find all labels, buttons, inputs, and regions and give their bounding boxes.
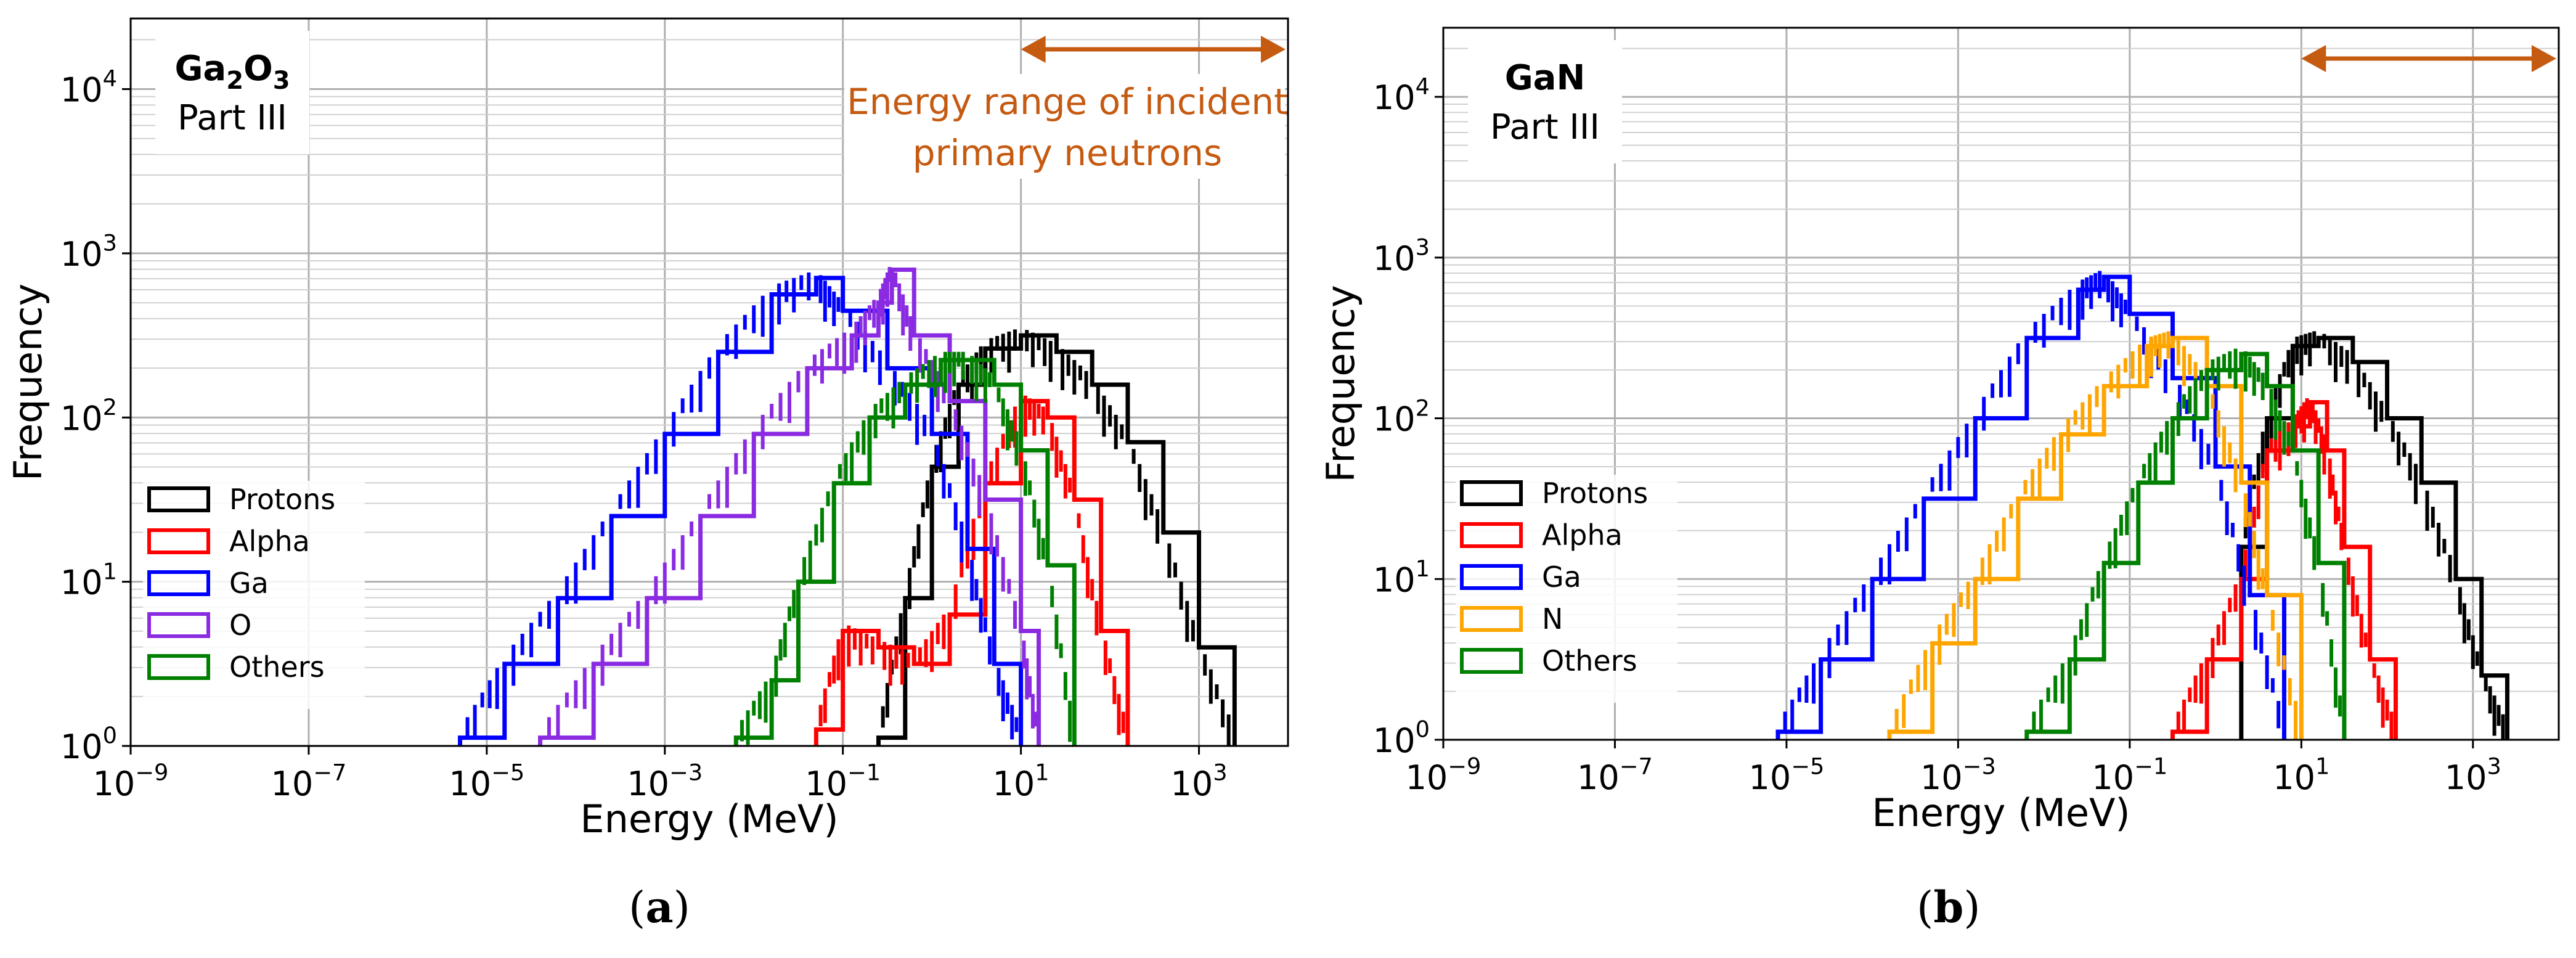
series-line-o: [538, 268, 1041, 746]
series-line-n: [1887, 335, 2304, 740]
legend-swatch-ga: [1460, 564, 1523, 590]
panel-subtitle: Part III: [177, 98, 287, 138]
legend-swatch-protons: [1460, 480, 1523, 506]
y-tick-label: 103: [1373, 234, 1430, 278]
y-tick-label: 102: [60, 394, 117, 438]
legend-label-alpha: Alpha: [229, 525, 310, 558]
x-tick-label: 103: [2445, 753, 2501, 797]
legend-label-ga: Ga: [229, 567, 269, 600]
y-axis-label: Frequency: [1318, 285, 1363, 482]
y-tick-label: 100: [1373, 716, 1430, 760]
caption-a: (a): [629, 882, 690, 933]
legend-label-others: Others: [1542, 644, 1637, 678]
y-tick-label: 101: [60, 558, 117, 602]
arrow-head-left: [1021, 36, 1046, 63]
x-tick-label: 10−5: [449, 759, 524, 803]
x-tick-label: 10−1: [805, 759, 881, 803]
x-axis-label: Energy (MeV): [1872, 790, 2130, 835]
legend-swatch-o: [147, 612, 210, 638]
x-tick-label: 103: [1170, 759, 1227, 803]
annotation-bg: [844, 74, 1285, 179]
y-axis-label: Frequency: [6, 284, 51, 481]
y-tick-label: 101: [1373, 555, 1430, 599]
annotation-line-1: Energy range of incident: [847, 81, 1288, 123]
y-tick-label: 100: [60, 723, 117, 766]
caption-a-letter: a: [645, 882, 674, 933]
legend-swatch-alpha: [147, 528, 210, 554]
x-tick-label: 10−3: [1920, 753, 1996, 797]
legend-label-alpha: Alpha: [1542, 518, 1623, 552]
legend-swatch-protons: [147, 486, 210, 512]
title-box: [155, 31, 309, 154]
plot-frame: [129, 17, 1289, 747]
series-line-ga: [458, 276, 1024, 746]
caption-b: (b): [1917, 882, 1981, 933]
x-tick-label: 10−9: [1406, 753, 1482, 797]
y-tick-label: 102: [1373, 395, 1430, 438]
title-box: [1468, 40, 1622, 163]
panel-title: GaN: [1505, 58, 1586, 98]
arrow-head-left: [2301, 45, 2326, 72]
y-tick-label: 104: [60, 65, 117, 109]
caption-b-letter: b: [1933, 882, 1964, 933]
arrow-head-right: [1261, 36, 1286, 63]
series-line-ga: [1775, 274, 2286, 740]
x-tick-label: 101: [993, 759, 1050, 803]
x-tick-label: 10−9: [93, 759, 169, 803]
panel-title: Ga2O3: [174, 49, 290, 95]
legend-label-protons: Protons: [229, 483, 335, 516]
arrow-head-right: [2532, 45, 2556, 72]
x-tick-label: 10−7: [1577, 753, 1653, 797]
legend-label-others: Others: [229, 650, 325, 684]
x-tick-label: 10−1: [2092, 753, 2167, 797]
legend-swatch-ga: [147, 570, 210, 596]
legend-label-o: O: [229, 608, 251, 642]
legend-label-ga: Ga: [1542, 560, 1581, 594]
x-axis-label: Energy (MeV): [580, 796, 838, 841]
legend-label-n: N: [1542, 602, 1563, 636]
series-line-others: [2024, 351, 2347, 740]
series-line-others: [733, 358, 1077, 746]
x-tick-label: 101: [2273, 753, 2329, 797]
y-tick-label: 104: [1373, 73, 1430, 117]
legend-swatch-n: [1460, 606, 1523, 632]
legend-label-protons: Protons: [1542, 477, 1648, 510]
plot-frame: [1442, 27, 2560, 741]
x-tick-label: 10−7: [271, 759, 346, 803]
panel-subtitle: Part III: [1490, 107, 1600, 147]
x-tick-label: 10−5: [1748, 753, 1824, 797]
series-line-alpha: [2170, 399, 2398, 740]
legend-swatch-others: [147, 654, 210, 680]
legend-swatch-alpha: [1460, 522, 1523, 548]
y-tick-label: 103: [60, 230, 117, 274]
chart-panel-a: 10−9 10−7 10−5 10−3 10−1 101 103 100 101 102 103 10…: [6, 17, 1289, 841]
series-line-protons: [876, 333, 1237, 746]
legend-swatch-others: [1460, 648, 1523, 674]
x-tick-label: 10−3: [627, 759, 703, 803]
chart-panel-b: 10−9 10−7 10−5 10−3 10−1 101 103 100 101 102 103 10…: [1318, 27, 2560, 835]
annotation-line-2: primary neutrons: [913, 132, 1222, 174]
